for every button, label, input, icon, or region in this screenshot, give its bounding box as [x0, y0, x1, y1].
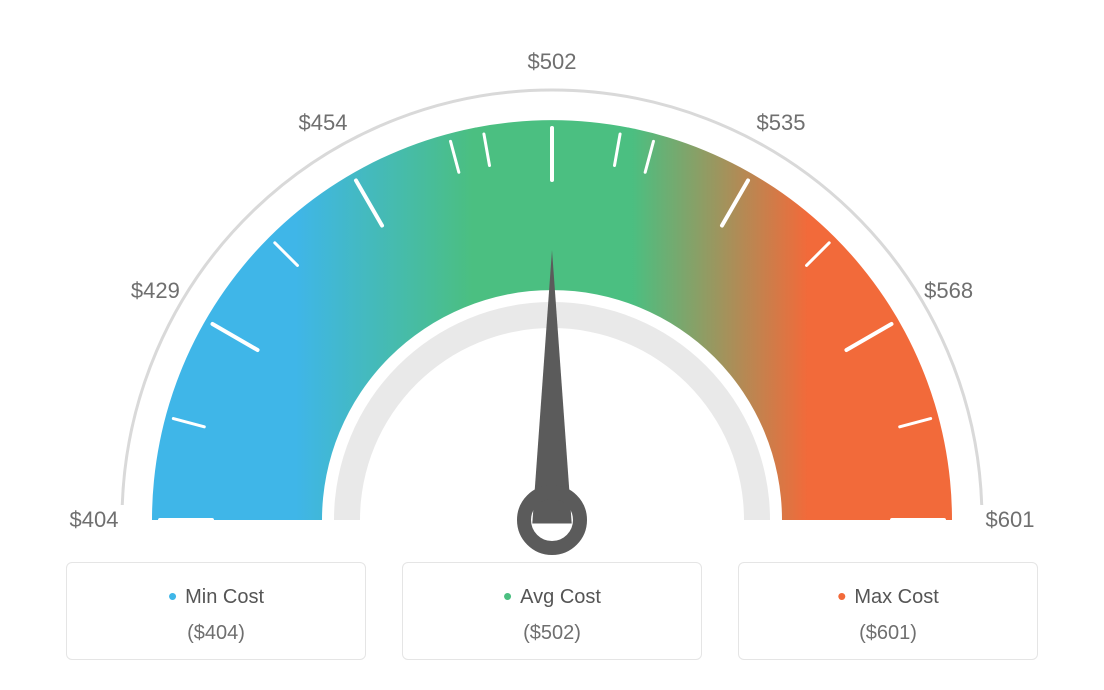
legend-title-min: Min Cost: [77, 581, 355, 612]
legend-value-avg: ($502): [413, 622, 691, 645]
legend-card-max: Max Cost ($601): [738, 562, 1038, 660]
legend-card-avg: Avg Cost ($502): [402, 562, 702, 660]
gauge-chart: $404 $429 $454 $502 $535 $568 $601: [0, 0, 1104, 560]
legend-card-min: Min Cost ($404): [66, 562, 366, 660]
legend-row: Min Cost ($404) Avg Cost ($502) Max Cost…: [0, 562, 1104, 660]
legend-title-avg: Avg Cost: [413, 581, 691, 612]
legend-value-min: ($404): [77, 622, 355, 645]
tick-label: $568: [924, 278, 973, 304]
legend-title-max: Max Cost: [749, 581, 1027, 612]
tick-label: $404: [70, 507, 119, 533]
tick-label: $502: [528, 49, 577, 75]
tick-label: $454: [299, 110, 348, 136]
tick-label: $535: [757, 110, 806, 136]
legend-value-max: ($601): [749, 622, 1027, 645]
tick-label: $601: [986, 507, 1035, 533]
tick-label: $429: [131, 278, 180, 304]
